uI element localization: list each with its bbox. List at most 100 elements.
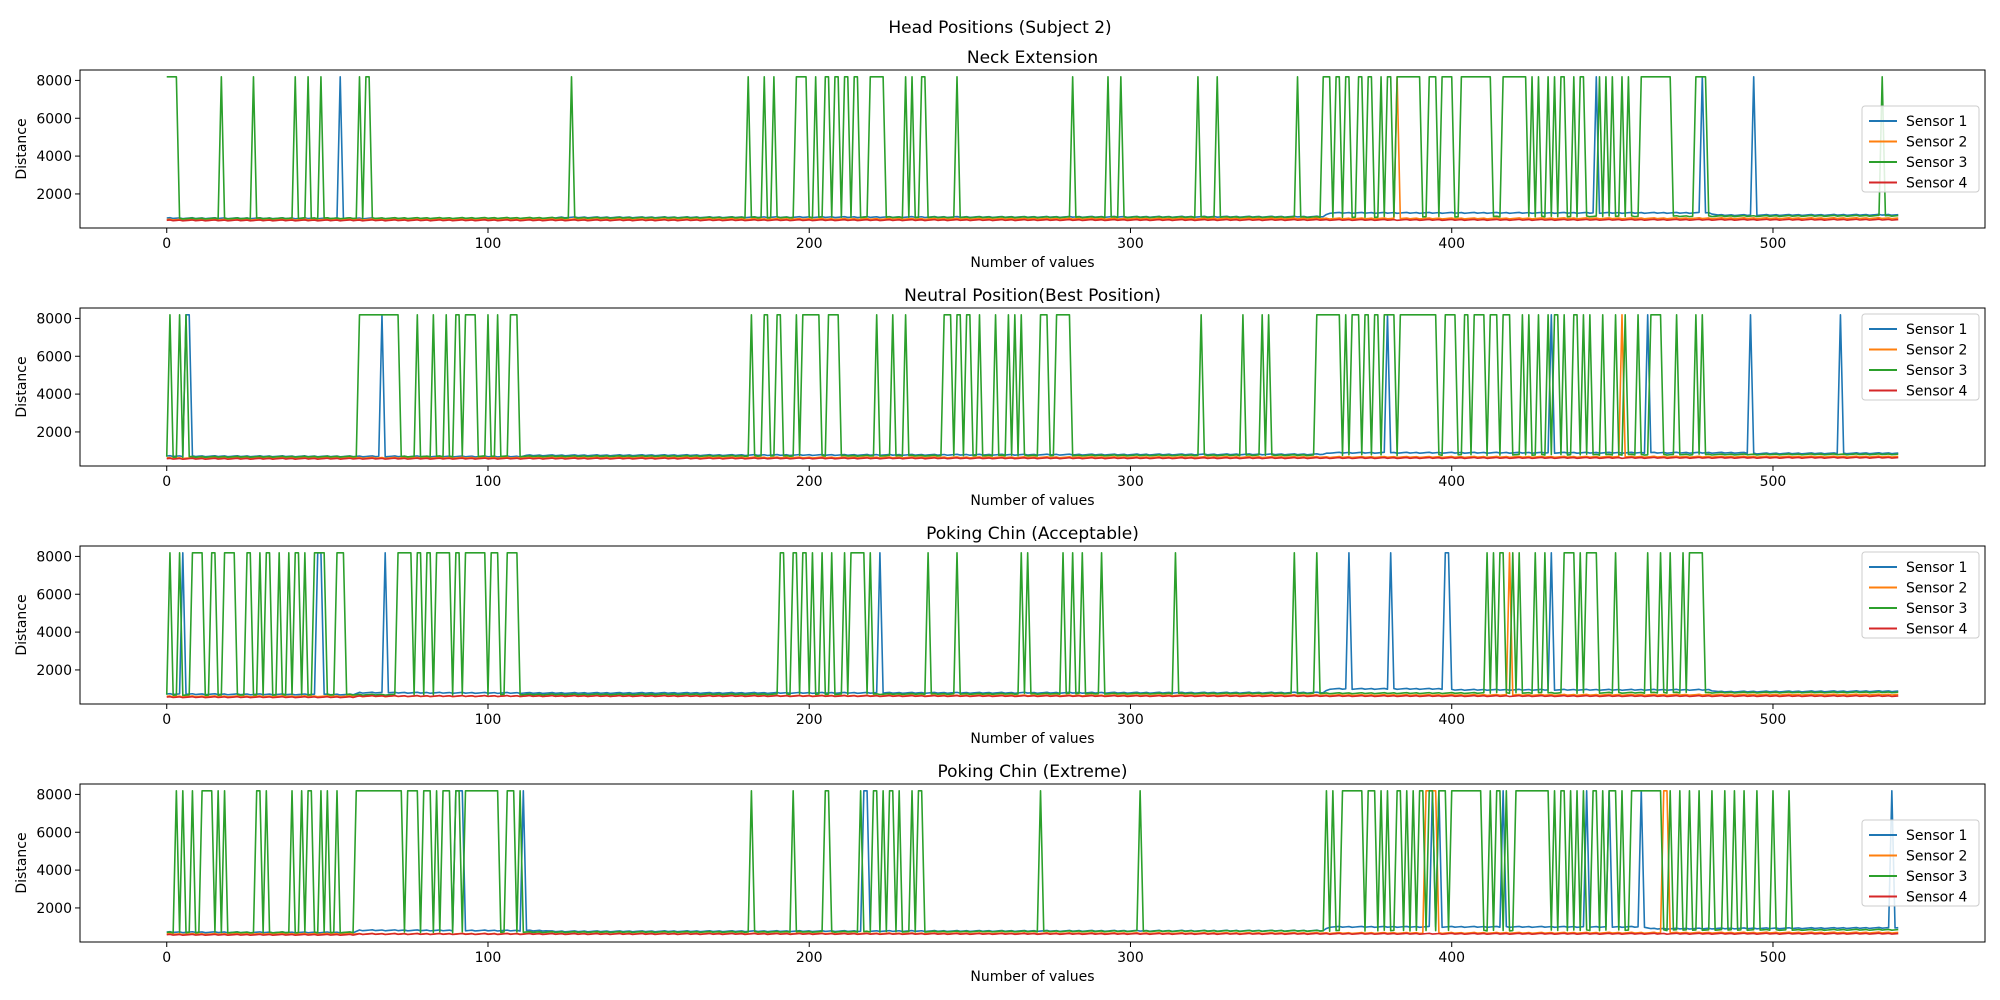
series-line-sensor-1 bbox=[166, 551, 1899, 696]
legend-entry: Sensor 2 bbox=[1906, 135, 1967, 151]
series-line-sensor-3 bbox=[166, 75, 1899, 220]
y-tick-label: 4000 bbox=[36, 625, 72, 641]
legend-entry: Sensor 3 bbox=[1906, 601, 1967, 617]
y-tick-label: 2000 bbox=[36, 663, 72, 679]
x-tick-label: 0 bbox=[162, 236, 171, 252]
legend: Sensor 1 Sensor 2 Sensor 3 Sensor 4 bbox=[1861, 313, 1980, 401]
y-tick-label: 4000 bbox=[36, 387, 72, 403]
series-line-sensor-4 bbox=[166, 694, 1899, 699]
y-tick-label: 2000 bbox=[36, 901, 72, 917]
x-tick-label: 400 bbox=[1438, 236, 1465, 252]
series-line-sensor-4 bbox=[166, 456, 1899, 461]
x-axis-label: Number of values bbox=[970, 493, 1094, 509]
axes-frame bbox=[79, 307, 1986, 467]
legend-entry: Sensor 1 bbox=[1906, 560, 1967, 576]
y-tick-label: 6000 bbox=[36, 587, 72, 603]
x-axis-label: Number of values bbox=[970, 255, 1094, 271]
y-tick-label: 6000 bbox=[36, 349, 72, 365]
y-tick-label: 8000 bbox=[36, 549, 72, 565]
x-tick-label: 0 bbox=[162, 712, 171, 728]
x-tick-label: 0 bbox=[162, 474, 171, 490]
figure-title: Head Positions (Subject 2) bbox=[888, 18, 1111, 38]
legend-entry: Sensor 1 bbox=[1906, 114, 1967, 130]
y-tick-label: 4000 bbox=[36, 863, 72, 879]
legend-entry: Sensor 1 bbox=[1906, 828, 1967, 844]
x-tick-label: 400 bbox=[1438, 950, 1465, 966]
y-tick-label: 6000 bbox=[36, 111, 72, 127]
legend-entry: Sensor 4 bbox=[1906, 384, 1967, 400]
x-tick-label: 500 bbox=[1760, 236, 1787, 252]
x-tick-label: 400 bbox=[1438, 712, 1465, 728]
axes-frame bbox=[79, 783, 1986, 943]
series-group bbox=[165, 551, 1899, 699]
legend-box bbox=[1861, 551, 1980, 639]
series-line-sensor-3 bbox=[165, 551, 1899, 697]
legend: Sensor 1 Sensor 2 Sensor 3 Sensor 4 bbox=[1861, 819, 1980, 907]
y-tick-label: 8000 bbox=[36, 311, 72, 327]
x-tick-label: 300 bbox=[1117, 712, 1144, 728]
subplot-1: Neck Extension 0 100 200 300 400 500 2000 4000 60… bbox=[14, 48, 1986, 271]
x-tick-label: 100 bbox=[475, 236, 502, 252]
x-tick-label: 300 bbox=[1117, 236, 1144, 252]
series-group bbox=[166, 75, 1899, 222]
y-tick-label: 8000 bbox=[36, 787, 72, 803]
subplot-3: Poking Chin (Acceptable) 0 100 200 300 400 500… bbox=[14, 524, 1986, 747]
x-tick-label: 500 bbox=[1760, 474, 1787, 490]
subplot-2: Neutral Position(Best Position) 0 100 200 30… bbox=[14, 286, 1986, 509]
legend-box bbox=[1861, 819, 1980, 907]
x-tick-label: 400 bbox=[1438, 474, 1465, 490]
series-line-sensor-3 bbox=[165, 313, 1899, 459]
subplot-4: Poking Chin (Extreme) 0 100 200 300 400 500 200… bbox=[14, 762, 1986, 985]
x-tick-label: 100 bbox=[475, 712, 502, 728]
x-tick-label: 200 bbox=[796, 950, 823, 966]
subplot-title: Neutral Position(Best Position) bbox=[904, 286, 1161, 306]
y-axis-label: Distance bbox=[14, 594, 30, 655]
x-tick-label: 200 bbox=[796, 236, 823, 252]
y-axis-label: Distance bbox=[14, 118, 30, 179]
x-tick-label: 500 bbox=[1760, 712, 1787, 728]
series-group bbox=[165, 313, 1899, 461]
series-line-sensor-3 bbox=[166, 789, 1899, 934]
x-tick-label: 0 bbox=[162, 950, 171, 966]
legend-entry: Sensor 4 bbox=[1906, 890, 1967, 906]
axes-frame bbox=[79, 69, 1986, 229]
legend-entry: Sensor 1 bbox=[1906, 322, 1967, 338]
legend-box bbox=[1861, 313, 1980, 401]
series-group bbox=[166, 789, 1899, 937]
subplot-title: Poking Chin (Acceptable) bbox=[926, 524, 1139, 544]
legend-entry: Sensor 3 bbox=[1906, 155, 1967, 171]
x-tick-label: 300 bbox=[1117, 950, 1144, 966]
axes-frame bbox=[79, 545, 1986, 705]
legend: Sensor 1 Sensor 2 Sensor 3 Sensor 4 bbox=[1861, 551, 1980, 639]
legend-entry: Sensor 3 bbox=[1906, 869, 1967, 885]
x-tick-label: 200 bbox=[796, 474, 823, 490]
x-tick-label: 100 bbox=[475, 950, 502, 966]
subplot-title: Neck Extension bbox=[967, 48, 1098, 68]
y-axis-label: Distance bbox=[14, 356, 30, 417]
series-line-sensor-4 bbox=[166, 932, 1899, 937]
subplot-title: Poking Chin (Extreme) bbox=[938, 762, 1128, 782]
x-axis-label: Number of values bbox=[970, 731, 1094, 747]
x-tick-label: 500 bbox=[1760, 950, 1787, 966]
x-tick-label: 200 bbox=[796, 712, 823, 728]
series-line-sensor-1 bbox=[166, 789, 1899, 934]
series-line-sensor-2 bbox=[166, 313, 1899, 460]
x-tick-label: 300 bbox=[1117, 474, 1144, 490]
series-line-sensor-4 bbox=[166, 218, 1899, 222]
legend: Sensor 1 Sensor 2 Sensor 3 Sensor 4 bbox=[1861, 105, 1980, 193]
y-tick-label: 6000 bbox=[36, 825, 72, 841]
legend-entry: Sensor 2 bbox=[1906, 849, 1967, 865]
y-tick-label: 8000 bbox=[36, 73, 72, 89]
y-tick-label: 2000 bbox=[36, 187, 72, 203]
legend-box bbox=[1861, 105, 1980, 193]
legend-entry: Sensor 4 bbox=[1906, 622, 1967, 638]
legend-entry: Sensor 2 bbox=[1906, 581, 1967, 597]
y-tick-label: 2000 bbox=[36, 425, 72, 441]
series-line-sensor-2 bbox=[166, 75, 1899, 221]
x-axis-label: Number of values bbox=[970, 969, 1094, 985]
y-axis-label: Distance bbox=[14, 832, 30, 893]
legend-entry: Sensor 4 bbox=[1906, 176, 1967, 192]
x-tick-label: 100 bbox=[475, 474, 502, 490]
y-tick-label: 4000 bbox=[36, 149, 72, 165]
